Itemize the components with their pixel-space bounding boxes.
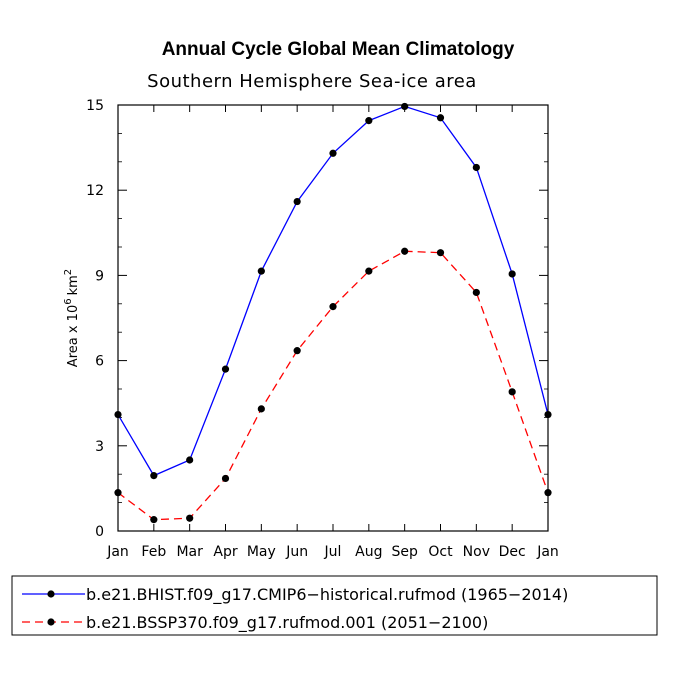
data-point-s2: [221, 474, 230, 483]
data-point-s1: [329, 149, 337, 157]
data-point-s2: [257, 405, 265, 413]
x-tick-label: Sep: [391, 544, 418, 560]
data-point-s2: [365, 267, 373, 275]
y-tick-label: 3: [95, 439, 104, 455]
data-point-s2: [329, 303, 337, 311]
y-tick-label: 6: [95, 354, 104, 370]
legend-label-1: b.e21.BHIST.f09_g17.CMIP6−historical.ruf…: [86, 585, 568, 605]
y-axis-label-prefix: Area x 10: [66, 305, 81, 367]
y-tick-label: 15: [86, 98, 104, 114]
x-tick-label: Jun: [285, 544, 308, 560]
legend-marker-1: [47, 590, 55, 598]
chart-subtitle: Southern Hemisphere Sea-ice area: [147, 71, 477, 92]
series-lines: [117, 105, 549, 521]
data-point-s2: [508, 388, 516, 396]
data-point-s2: [401, 247, 409, 255]
x-tick-label: Jul: [324, 544, 342, 560]
x-tick-label: Nov: [463, 544, 490, 560]
legend-label-2: b.e21.BSSP370.f09_g17.rufmod.001 (2051−2…: [86, 613, 488, 633]
data-point-s1: [508, 270, 516, 278]
y-tick-label: 9: [95, 268, 104, 284]
y-axis-label-unit-exponent: 2: [63, 269, 74, 275]
data-point-s1: [365, 117, 373, 125]
data-point-s1: [186, 456, 194, 464]
x-tick-label: Feb: [141, 544, 166, 560]
data-point-s1: [257, 267, 265, 275]
plot-frame: [117, 104, 549, 532]
data-point-s1: [293, 197, 301, 206]
y-tick-label: 12: [86, 183, 104, 199]
series-line-2: [117, 250, 549, 521]
data-point-s2: [293, 347, 301, 355]
x-tick-label: Jan: [106, 544, 129, 560]
x-tick-label: May: [247, 544, 276, 560]
x-tick-label: Oct: [428, 544, 453, 560]
data-point-s1: [472, 163, 480, 172]
x-tick-label: Mar: [176, 544, 203, 560]
x-tick-label: Jan: [536, 544, 559, 560]
x-tick-label: Dec: [499, 544, 526, 560]
legend-marker-2: [47, 618, 55, 626]
data-point-s2: [186, 514, 194, 522]
y-axis-label: Area x 106 km2: [63, 269, 81, 367]
chart-title: Annual Cycle Global Mean Climatology: [162, 39, 515, 60]
data-point-s1: [401, 102, 409, 111]
data-point-s1: [150, 472, 158, 480]
series-line-1: [117, 105, 549, 477]
data-point-s1: [221, 365, 230, 373]
legend-box: [11, 575, 658, 636]
data-markers: [114, 102, 552, 524]
x-tick-label: Apr: [213, 544, 237, 560]
legend: b.e21.BHIST.f09_g17.CMIP6−historical.ruf…: [11, 575, 658, 636]
y-tick-label: 0: [95, 524, 104, 540]
y-axis-label-exponent: 6: [63, 298, 74, 304]
x-tick-label: Aug: [355, 544, 382, 560]
svg-text:Area x 106km2: Area x 106 km2: [63, 269, 81, 367]
data-point-s2: [436, 249, 445, 257]
data-point-s1: [436, 114, 445, 122]
data-point-s2: [150, 516, 158, 524]
data-point-s2: [472, 288, 480, 297]
tick-marks: [117, 104, 549, 532]
tick-labels: Jan Feb Mar Apr May Jun Jul Aug Sep Oct Nov Dec Jan0…: [86, 98, 559, 560]
y-axis-label-unit: km: [66, 275, 81, 295]
